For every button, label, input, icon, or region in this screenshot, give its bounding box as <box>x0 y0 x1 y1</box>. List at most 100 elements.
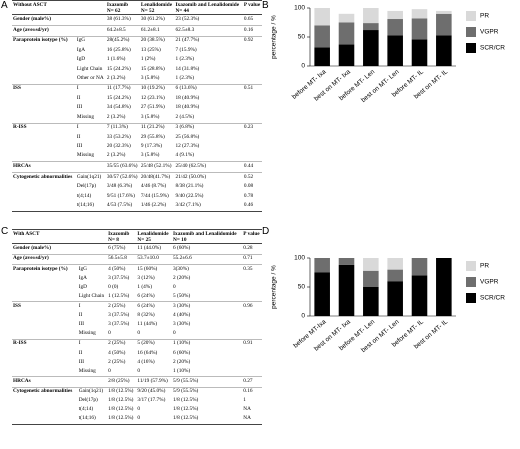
cell: 3 (5.8%) <box>140 152 160 159</box>
table-row: IgA 16 (25.8%) 13 (25%) 7 (15.9%) <box>12 46 262 55</box>
cell: 3 (30%) <box>172 301 243 312</box>
column-header: Ixazomib N= 8 <box>107 229 137 245</box>
table-row: II 3 (37.5%) 8 (32%) 4 (40%) <box>12 312 262 321</box>
table-row: Gender (male%) 6 (75%) 11 (44.0%) 6 (60%) 0.… <box>12 243 262 255</box>
legend-label: PR <box>480 263 489 270</box>
row-group: HRCAs <box>12 161 106 173</box>
column-n: N= 52 <box>140 7 155 14</box>
cell: 3 (5.8%) <box>140 113 160 120</box>
cell: 55.2±6.6 <box>172 253 243 265</box>
cell: 2/8 (25%) <box>107 376 137 387</box>
row-group: Cytogenetic abnormalities <box>12 386 78 425</box>
row-group: ISS <box>12 83 76 124</box>
cell: 1/8 (12.5%) <box>173 406 199 413</box>
cell: 11 (17.7%) <box>105 83 140 95</box>
cell: 4/46 (8.7%) <box>140 183 167 190</box>
cell: 6 (24%) <box>136 301 172 312</box>
bar-segment <box>363 23 379 31</box>
bar-segment <box>338 258 355 265</box>
cell: 33 (53.2%) <box>106 133 131 140</box>
cell: 21 (47.7%) <box>174 35 243 47</box>
cell: 7/44 (15.9%) <box>140 192 169 199</box>
table-row: III 3 (37.5%) 11 (44%) 3 (30%) <box>12 321 262 330</box>
column-n: N= 10 <box>173 236 187 243</box>
row-subgroup: IgA <box>76 46 86 53</box>
y-tick-label: 100 <box>294 255 305 262</box>
cell: 11 (21.2%) <box>139 122 175 134</box>
header-row: With ASCT Ixazomib N= 8 Lenalidomide N= 25 Ix… <box>12 229 262 245</box>
table-row: III 20 (32.3%) 9 (17.3%) 12 (27.3%) <box>12 143 262 152</box>
cell: 15 (24.2%) <box>106 65 131 72</box>
row-subgroup: II <box>78 312 83 319</box>
p-value: NA <box>243 406 251 413</box>
table-row: II 15 (24.2%) 12 (23.1%) 18 (40.9%) <box>12 94 262 103</box>
cell: 0 <box>108 330 111 337</box>
row-subgroup: III <box>78 321 84 328</box>
column-header: Lenalidomide N= 25 <box>136 229 172 245</box>
cell: 0 (0) <box>108 283 119 290</box>
cell: 8/38 (21.1%) <box>175 183 204 190</box>
corner-header: Without ASCT <box>12 0 106 16</box>
row-group: Cytogenetic abnormalities <box>12 172 76 212</box>
row-subgroup: t(4;14) <box>76 192 92 199</box>
cell: 1 (10%) <box>173 367 191 374</box>
cell: 11 (44%) <box>137 321 158 328</box>
table-header: With ASCT Ixazomib N= 8 Lenalidomide N= 25 Ix… <box>12 229 262 245</box>
table-row: IgD 1 (1.6%) 1 (2%) 1 (2.3%) <box>12 56 262 65</box>
bar-segment <box>387 269 403 282</box>
cell: 61.2±8.1 <box>139 25 175 37</box>
table-row: II 33 (53.2%) 29 (55.8%) 25 (56.8%) <box>12 133 262 142</box>
cell: 25/48 (52.1%) <box>139 161 175 173</box>
cell: 64.2±8.5 <box>105 25 140 37</box>
column-name: Ixazomib <box>108 230 130 237</box>
column-n: N= 8 <box>108 236 119 243</box>
cell: 1 (2%) <box>140 56 156 63</box>
bar-segment <box>387 281 403 316</box>
table-row: Cytogenetic abnormalities Gain(1q21) 30/57… <box>12 172 262 212</box>
cell: 18 (40.9%) <box>175 94 200 101</box>
row-group: Gender (male%) <box>12 243 108 255</box>
cell: 1 (12.5%) <box>108 292 130 299</box>
table-row: Missing 2 (3.2%) 3 (5.8%) 4 (9.1%) <box>12 152 262 162</box>
cell: 5/9 (55.5%) <box>172 376 243 387</box>
p-header: P value <box>242 0 262 16</box>
p-value: NA <box>243 415 251 422</box>
cell: 6 (24%) <box>137 292 155 299</box>
table-row: IgA 3 (37.5%) 3 (12%) 2 (20%) <box>12 274 262 283</box>
cell: 38 (61.3%) <box>105 14 140 26</box>
cell: 1 (10%) <box>172 338 243 349</box>
table-row: Age (ave±sd/yr) 56.5±5.8 53.7±10.0 55.2±6.6… <box>12 253 262 265</box>
bar-segment <box>338 44 355 66</box>
p-value: 0.28 <box>242 243 262 255</box>
table-row: IgD 0 (0) 1 (4%) 0 <box>12 283 262 292</box>
cell: 1/8 (12.5%) <box>107 386 137 397</box>
row-subgroup: II <box>76 94 81 101</box>
table-row: Light Chain 15 (24.2%) 15 (28.8%) 14 (31.8%… <box>12 65 262 74</box>
bar-segment <box>363 8 379 24</box>
cell: 3(30%) <box>172 263 243 275</box>
p-value: 0.71 <box>242 253 262 265</box>
row-group: R-ISS <box>12 122 76 162</box>
y-tick-label: 50 <box>298 34 306 41</box>
row-subgroup: I <box>75 122 106 134</box>
cell: 7 (15.9%) <box>175 46 197 53</box>
bar-segment <box>411 9 428 19</box>
row-subgroup: IgD <box>76 56 86 63</box>
column-name: Ixazomib and Lenalidomide <box>175 1 240 8</box>
cell: 0 <box>137 415 141 422</box>
cell: 8 (32%) <box>137 312 155 319</box>
table-panel: With ASCT Ixazomib N= 8 Lenalidomide N= 25 Ix… <box>12 229 262 425</box>
cell: 3/42 (7.1%) <box>175 201 201 208</box>
column-name: Lenalidomide <box>140 1 173 8</box>
column-name: Ixazomib and Lenalidomide <box>173 230 237 237</box>
cell: 4 (9.1%) <box>175 152 195 159</box>
cell: 12 (27.3%) <box>175 143 200 150</box>
p-value: 1 <box>243 397 246 404</box>
row-subgroup: Missing <box>78 367 96 374</box>
cell: 2 (4.5%) <box>175 113 195 120</box>
table-body: Gender (male%) 38 (61.3%) 30 (61.2%) 23 (52… <box>12 14 262 212</box>
data-table: Without ASCT Ixazomib N= 62 Lenalidomide N= … <box>12 0 262 212</box>
p-header: P value <box>242 229 262 245</box>
bar-segment <box>363 258 379 271</box>
column-name: Ixazomib <box>106 1 129 8</box>
